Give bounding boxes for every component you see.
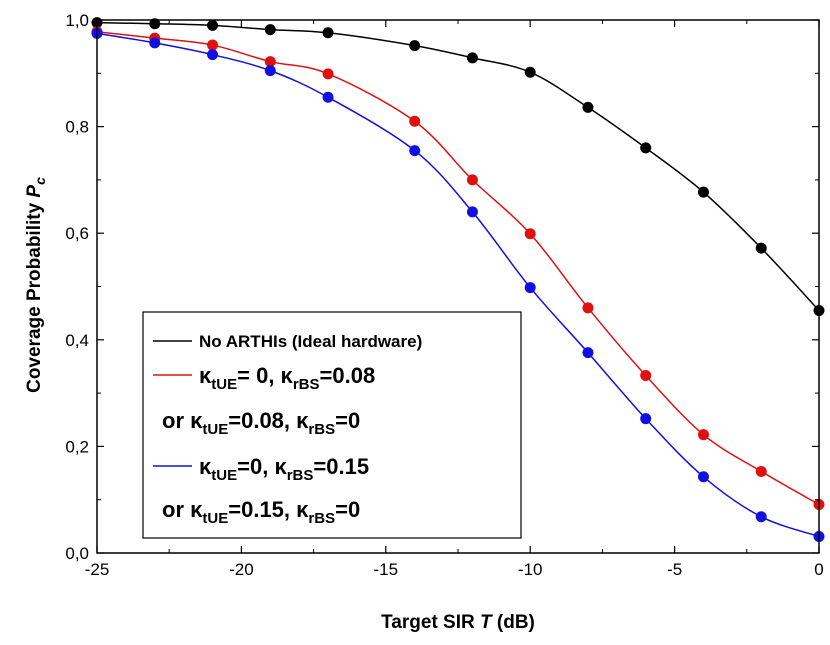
series-2-point (755, 511, 767, 523)
series-0-point (582, 101, 594, 113)
series-0-point (755, 242, 767, 254)
series-1-point (264, 56, 276, 68)
series-0-point (640, 142, 652, 154)
series-1-point (322, 68, 334, 80)
y-tick-label: 0,0 (65, 544, 89, 563)
series-0-point (264, 24, 276, 36)
y-axis-symbol: P (24, 185, 45, 198)
series-1-point (697, 429, 709, 441)
legend-label-red-alt: or κtUE=0.08, κrBS=0 (162, 408, 360, 438)
x-tick-label: -20 (229, 560, 254, 579)
series-1-point (524, 228, 536, 240)
x-tick-label: -5 (667, 560, 682, 579)
x-tick-label: 0 (814, 560, 823, 579)
legend-label-blue-alt: or κtUE=0.15, κrBS=0 (162, 497, 360, 527)
series-2-point (524, 282, 536, 294)
y-tick-label: 0,4 (65, 331, 89, 350)
x-axis-symbol: T (480, 612, 493, 633)
series-2-point (640, 413, 652, 425)
y-tick-label: 0,2 (65, 437, 89, 456)
y-axis-title: Coverage Probability Pc (24, 177, 48, 393)
series-2-point (264, 65, 276, 77)
series-1-point (409, 115, 421, 127)
x-tick-label: -15 (374, 560, 399, 579)
series-1-point (640, 370, 652, 382)
series-2-point (149, 37, 161, 49)
series-2-point (322, 91, 334, 103)
series-0-point (524, 66, 536, 78)
y-tick-label: 0,6 (65, 224, 89, 243)
legend-label-blue: κtUE=0, κrBS=0.15 (199, 454, 369, 484)
x-tick-label: -25 (85, 560, 110, 579)
series-2-point (207, 49, 219, 61)
series-2-point (409, 145, 421, 157)
series-line-0 (96, 21, 820, 311)
plot-marks (91, 17, 825, 542)
series-1-point (207, 39, 219, 51)
series-1-point (755, 465, 767, 477)
series-0-point (322, 27, 334, 39)
axes: -25 -20 -15 -10 -5 0 0,0 0,2 0,4 0,6 0,8 1,0 (65, 11, 823, 579)
series-0-point (466, 52, 478, 64)
series-0-point (697, 186, 709, 198)
x-axis-title: Target SIR T (dB) (381, 612, 535, 633)
series-0-point (409, 40, 421, 52)
series-1-point (466, 174, 478, 186)
y-tick-label: 0,8 (65, 118, 89, 137)
legend: No ARTHIs (Ideal hardware) κtUE= 0, κrBS… (142, 311, 522, 539)
y-axis-subscript: c (32, 177, 48, 185)
legend-label-red: κtUE= 0, κrBS=0.08 (199, 363, 375, 393)
x-axis-label: Target SIR (381, 612, 475, 633)
series-1-point (582, 302, 594, 314)
y-tick-label: 1,0 (65, 11, 89, 30)
legend-box (142, 311, 522, 539)
series-2-point (582, 347, 594, 359)
series-0-point (149, 18, 161, 30)
y-axis-label: Coverage Probability (24, 202, 45, 392)
series-0-point (207, 19, 219, 31)
x-tick-label: -10 (518, 560, 543, 579)
series-2-point (466, 206, 478, 218)
legend-label-ideal: No ARTHIs (Ideal hardware) (199, 332, 422, 351)
x-axis-unit: (dB) (497, 612, 535, 633)
series-2-point (697, 471, 709, 483)
